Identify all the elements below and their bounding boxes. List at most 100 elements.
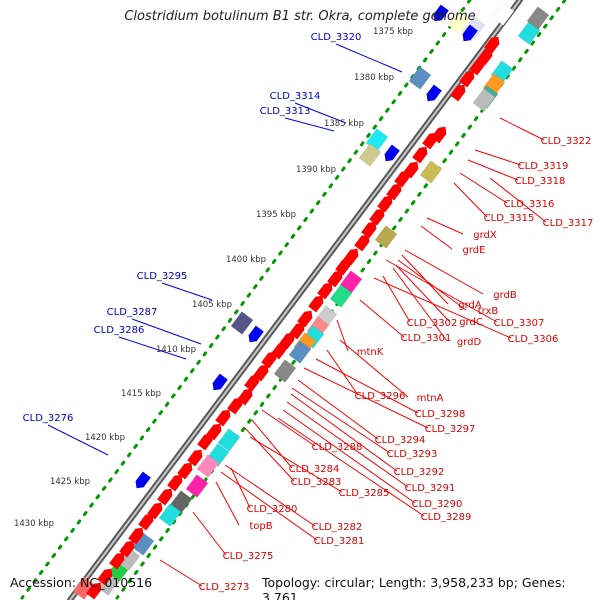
kbp-tick-label: 1380 kbp: [354, 73, 394, 83]
gene-label-grdx[interactable]: grdX: [473, 230, 497, 241]
gene-label-grda[interactable]: grdA: [458, 300, 482, 311]
leader-cld-3297: [303, 367, 429, 429]
gene-label-cld-3276[interactable]: CLD_3276: [23, 413, 74, 424]
gene-label-cld-3275[interactable]: CLD_3275: [223, 551, 274, 562]
leader-grdx: [426, 217, 464, 235]
gene-label-cld-3280[interactable]: CLD_3280: [247, 504, 298, 515]
leader-cld-3284: [251, 419, 293, 469]
labels-layer: 1375 kbp 1380 kbp 1385 kbp 1390 kbp 1395 kbp…: [14, 27, 593, 593]
forward-gene-arrow: [484, 36, 500, 54]
reverse-gene-arrow: [462, 24, 478, 42]
gene-label-cld-3293[interactable]: CLD_3293: [387, 449, 438, 460]
leader-trxb: [397, 259, 467, 311]
forward-gene-arrow: [187, 449, 203, 467]
gene-label-cld-3295[interactable]: CLD_3295: [137, 271, 188, 282]
gene-label-cld-3290[interactable]: CLD_3290: [412, 499, 463, 510]
gene-label-cld-3284[interactable]: CLD_3284: [289, 464, 340, 475]
forward-gene-arrow: [97, 568, 113, 586]
leader-cld-3275: [192, 511, 227, 556]
leader-cld-3306: [373, 277, 512, 339]
gene-label-grdb[interactable]: grdB: [493, 290, 517, 301]
label-leaders-layer: [47, 43, 547, 587]
kbp-tick-label: 1375 kbp: [373, 27, 413, 37]
forward-gene-arrow: [215, 409, 231, 427]
gene-label-cld-3316[interactable]: CLD_3316: [504, 199, 555, 210]
feature-block: [196, 454, 220, 478]
leader-cld-3319: [474, 149, 522, 166]
forward-gene-arrow: [86, 582, 102, 600]
gene-label-cld-3313[interactable]: CLD_3313: [260, 106, 311, 117]
kbp-tick-label: 1395 kbp: [256, 210, 296, 220]
feature-block: [408, 66, 432, 90]
gene-label-cld-3289[interactable]: CLD_3289: [421, 512, 472, 523]
leader-cld-3318: [467, 159, 519, 181]
forward-gene-arrow: [431, 126, 447, 144]
forward-gene-arrow: [394, 170, 410, 188]
feature-block: [217, 428, 241, 452]
gene-label-cld-3297[interactable]: CLD_3297: [425, 424, 476, 435]
gene-label-cld-3288[interactable]: CLD_3288: [312, 442, 363, 453]
gene-label-cld-3296[interactable]: CLD_3296: [355, 391, 406, 402]
forward-gene-arrow: [109, 552, 125, 570]
gene-label-cld-3294[interactable]: CLD_3294: [375, 435, 426, 446]
gene-label-cld-3306[interactable]: CLD_3306: [508, 334, 559, 345]
feature-block: [288, 340, 312, 364]
leader-cld-3315: [453, 182, 488, 218]
forward-gene-arrow: [157, 488, 173, 506]
gene-label-cld-3283[interactable]: CLD_3283: [291, 477, 342, 488]
leader-cld-3280: [230, 467, 251, 509]
leader-cld-3313: [284, 117, 335, 132]
kbp-tick-label: 1405 kbp: [192, 300, 232, 310]
leader-cld-3316: [459, 172, 508, 204]
feature-block: [419, 160, 443, 184]
gene-label-trxb[interactable]: trxB: [478, 306, 499, 317]
kbp-tick-label: 1410 kbp: [156, 345, 196, 355]
gene-label-cld-3322[interactable]: CLD_3322: [541, 136, 592, 147]
gene-label-cld-3273[interactable]: CLD_3273: [199, 582, 250, 593]
gene-label-mtnk[interactable]: mtnK: [357, 347, 384, 358]
leader-cld-3298: [315, 358, 419, 414]
gene-label-grde[interactable]: grdE: [463, 245, 486, 256]
leader-grdb: [404, 249, 484, 295]
gene-label-mtna[interactable]: mtnA: [417, 393, 444, 404]
gene-label-cld-3298[interactable]: CLD_3298: [415, 409, 466, 420]
gene-label-grdc[interactable]: grdC: [459, 317, 483, 328]
gene-label-cld-3286[interactable]: CLD_3286: [94, 325, 145, 336]
kbp-tick-label: 1385 kbp: [324, 119, 364, 129]
gene-label-cld-3292[interactable]: CLD_3292: [394, 467, 445, 478]
leader-grde: [420, 225, 453, 250]
forward-gene-arrow: [197, 433, 213, 451]
gene-label-cld-3317[interactable]: CLD_3317: [543, 218, 594, 229]
kbp-tick-label: 1425 kbp: [50, 477, 90, 487]
gene-label-cld-3307[interactable]: CLD_3307: [494, 318, 545, 329]
gene-label-cld-3301[interactable]: CLD_3301: [401, 333, 452, 344]
forward-gene-arrow: [261, 351, 277, 369]
gene-label-cld-3319[interactable]: CLD_3319: [518, 161, 569, 172]
leader-mtnk: [336, 319, 349, 352]
gene-label-grdd[interactable]: grdD: [457, 337, 482, 348]
leader-topb: [215, 481, 240, 526]
gene-label-cld-3318[interactable]: CLD_3318: [515, 176, 566, 187]
leader-cld-3291: [286, 401, 409, 488]
gene-label-cld-3285[interactable]: CLD_3285: [339, 488, 390, 499]
gene-label-cld-3282[interactable]: CLD_3282: [312, 522, 363, 533]
feature-block: [329, 284, 353, 308]
feature-block: [526, 6, 550, 30]
gene-label-cld-3314[interactable]: CLD_3314: [270, 91, 321, 102]
gene-label-cld-3281[interactable]: CLD_3281: [314, 536, 365, 547]
leader-cld-3320: [335, 43, 403, 73]
forward-gene-arrow: [308, 295, 324, 313]
reverse-gene-arrow: [212, 373, 228, 391]
gene-label-cld-3287[interactable]: CLD_3287: [107, 307, 158, 318]
genome-summary-label: Topology: circular; Length: 3,958,233 bp…: [262, 575, 566, 600]
gene-label-cld-3315[interactable]: CLD_3315: [484, 213, 535, 224]
gene-label-cld-3320[interactable]: CLD_3320: [311, 32, 362, 43]
leader-cld-3289: [277, 417, 425, 517]
gene-label-cld-3291[interactable]: CLD_3291: [405, 483, 456, 494]
leader-cld-3290: [282, 409, 416, 504]
gene-label-cld-3302[interactable]: CLD_3302: [407, 318, 458, 329]
leader-cld-3317: [489, 177, 547, 223]
gene-label-topb[interactable]: topB: [249, 521, 272, 532]
forward-gene-arrow: [354, 234, 370, 252]
